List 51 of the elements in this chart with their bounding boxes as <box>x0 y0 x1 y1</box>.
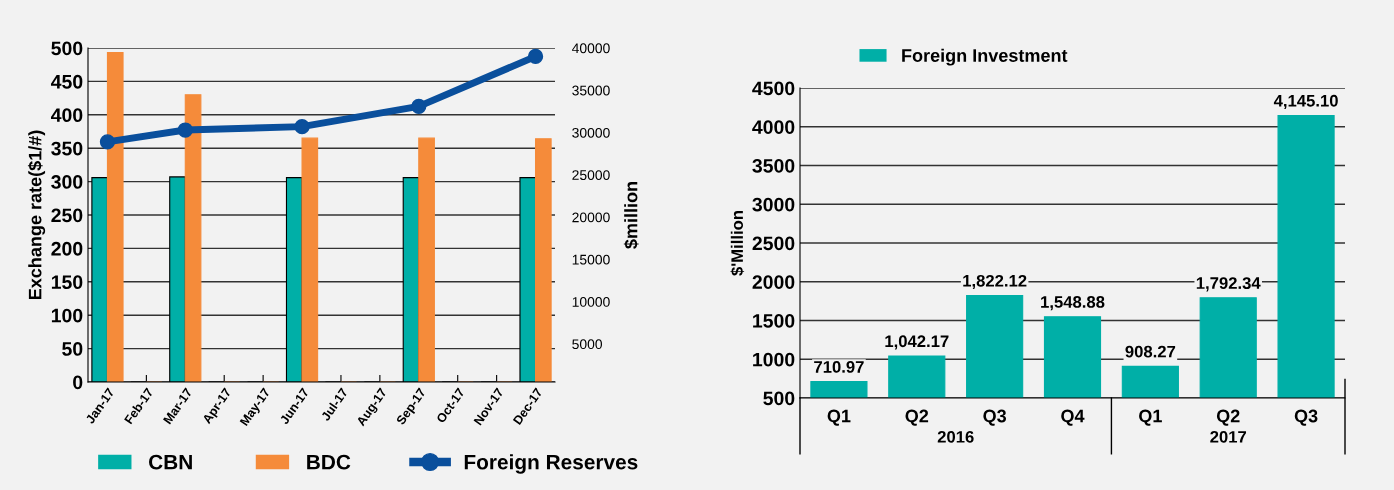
data-label: 908.27 <box>1125 345 1176 358</box>
y2-tick-label: 40000 <box>571 43 610 54</box>
x-tick-label: Q2 <box>905 409 929 426</box>
y-tick-label: 4500 <box>752 81 795 96</box>
y-tick-label: 2500 <box>752 236 795 251</box>
y2-tick-label: 25000 <box>572 170 610 180</box>
data-label: 1,548.88 <box>1041 296 1105 311</box>
y-tick-label: 300 <box>51 175 83 189</box>
x-tick-label: Q3 <box>983 409 1007 426</box>
text: 2016 <box>937 430 974 443</box>
y2-tick-label: 30000 <box>572 127 610 138</box>
y-tick-label: 1500 <box>753 313 795 328</box>
y-tick-label: 450 <box>50 74 83 89</box>
y-tick-label: 1000 <box>753 352 795 367</box>
y-tick-label: 100 <box>51 308 83 323</box>
y-tick-label: 0 <box>73 375 83 390</box>
y2-tick-label: 35000 <box>572 85 610 96</box>
x-tick-label: Q3 <box>1294 409 1318 426</box>
y2-axis-title: $million <box>623 182 639 249</box>
y-axis-title: $'Million <box>730 211 745 276</box>
y-axis-title: Exchange rate($1/#) <box>27 130 46 300</box>
legend-label: Foreign Investment <box>902 48 1068 66</box>
legend-label: BDC <box>307 454 351 470</box>
y-tick-label: 150 <box>51 275 83 290</box>
y2-tick-label: 20000 <box>572 212 610 223</box>
legend-label: Foreign Reserves <box>464 454 638 474</box>
y-tick-label: 3500 <box>752 158 795 173</box>
data-label: 1,042.17 <box>885 335 949 350</box>
y-tick-label: 500 <box>51 41 83 56</box>
legend-label: CBN <box>149 454 192 470</box>
y-tick-label: 200 <box>51 241 83 256</box>
x-tick-label: Q2 <box>1216 409 1240 426</box>
y-tick-label: 250 <box>51 208 83 223</box>
y2-tick-label: 5000 <box>572 339 603 350</box>
text: 2017 <box>1210 430 1247 443</box>
x-tick-label: Q1 <box>1139 409 1162 426</box>
y-tick-label: 3000 <box>752 197 795 212</box>
y-tick-label: 2000 <box>752 275 795 289</box>
y-tick-label: 350 <box>51 141 83 156</box>
x-tick-label: Q4 <box>1061 409 1085 426</box>
y2-tick-label: 10000 <box>572 297 610 307</box>
x-tick-label: Q1 <box>827 409 851 426</box>
y-tick-label: 400 <box>50 108 83 123</box>
data-label: 1,792.34 <box>1196 277 1261 292</box>
data-label: 710.97 <box>814 361 864 373</box>
y2-tick-label: 15000 <box>572 254 610 265</box>
data-label: 4,145.10 <box>1273 94 1338 110</box>
data-label: 1,822.12 <box>963 274 1027 290</box>
y-tick-label: 500 <box>763 391 795 406</box>
y-tick-label: 4000 <box>752 120 795 134</box>
y-tick-label: 50 <box>62 342 83 356</box>
